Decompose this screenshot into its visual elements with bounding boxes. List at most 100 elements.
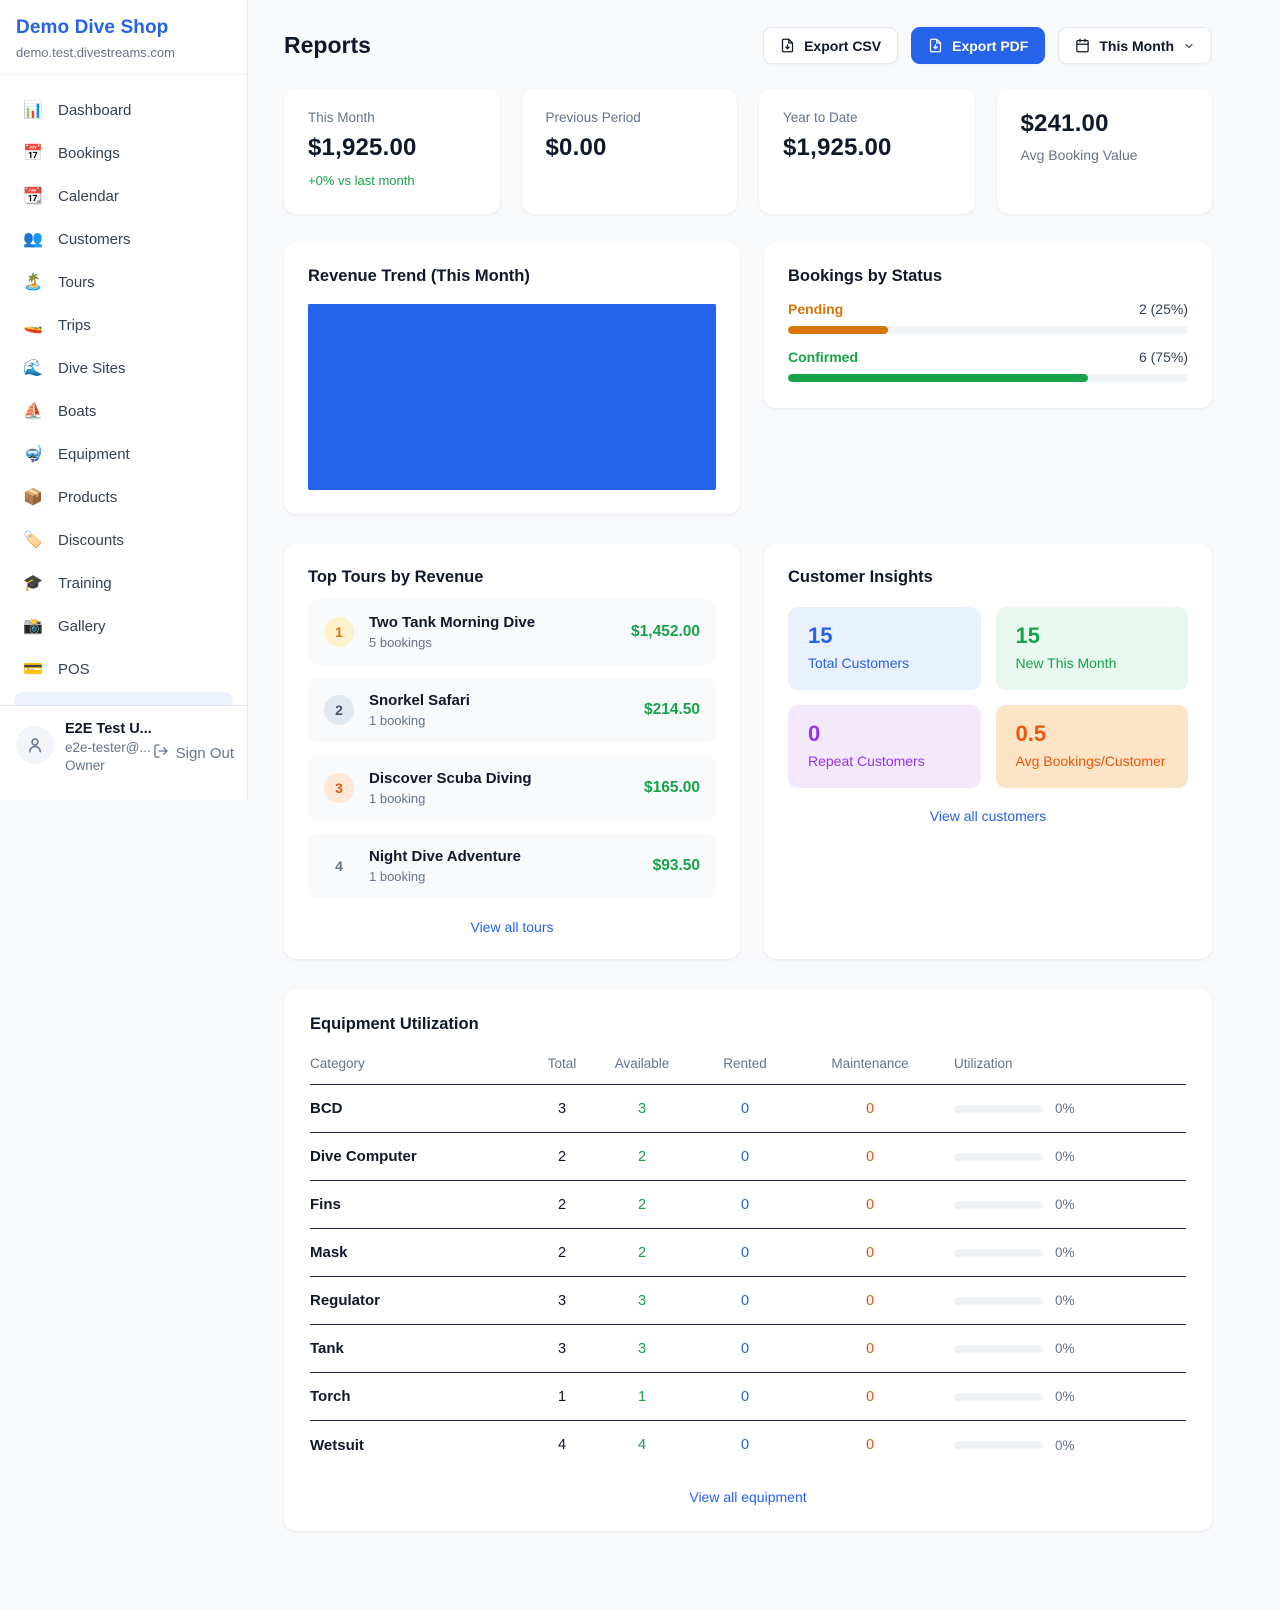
- sidebar-active-item-partial[interactable]: [14, 692, 233, 705]
- main-content: Reports Export CSV Export PDF This Month: [248, 0, 1280, 1571]
- equipment-category: Wetsuit: [310, 1436, 364, 1454]
- user-name: E2E Test U...: [65, 721, 152, 737]
- equipment-rented: 0: [740, 1292, 750, 1309]
- user-avatar-icon: [16, 726, 54, 764]
- insight-value: 15: [808, 623, 833, 648]
- tour-info: Snorkel Safari 1 booking: [369, 692, 629, 728]
- equipment-total: 3: [557, 1340, 567, 1357]
- export-pdf-button[interactable]: Export PDF: [911, 27, 1046, 64]
- insight-tile: 15 New This Month: [995, 607, 1188, 690]
- stat-card-previous-period: Previous Period $0.00: [521, 89, 737, 214]
- tour-name: Night Dive Adventure: [369, 848, 521, 865]
- table-row: Mask 2 2 0 0 0%: [310, 1229, 1186, 1277]
- table-row: Torch 1 1 0 0 0%: [310, 1373, 1186, 1421]
- sidebar-user-section: E2E Test U... e2e-tester@... Owner Sign …: [0, 705, 247, 800]
- nav-item-label: Boats: [58, 403, 97, 420]
- stat-value: $0.00: [545, 134, 607, 161]
- equipment-rented: 0: [740, 1244, 750, 1261]
- revenue-trend-card: Revenue Trend (This Month): [284, 243, 740, 514]
- view-all-customers-link[interactable]: View all customers: [788, 808, 1188, 824]
- sidebar-nav-item[interactable]: 💳 POS: [10, 648, 237, 691]
- tour-name: Snorkel Safari: [369, 692, 470, 709]
- rank-badge: 2: [324, 695, 354, 725]
- export-csv-label: Export CSV: [804, 37, 882, 54]
- sidebar-nav-item[interactable]: 🏝️ Tours: [10, 261, 237, 304]
- equipment-utilization-cell: 0%: [940, 1101, 1186, 1116]
- equipment-available: 2: [637, 1196, 647, 1213]
- equipment-maintenance: 0: [865, 1244, 875, 1261]
- sidebar-nav: 📊 Dashboard 📅 Bookings 📆 Calendar: [0, 75, 247, 705]
- sign-out-button[interactable]: Sign Out: [153, 743, 234, 763]
- equipment-available: 3: [637, 1100, 647, 1117]
- sidebar-nav-item[interactable]: 🎓 Training: [10, 562, 237, 605]
- file-download-icon: [928, 38, 943, 53]
- sidebar-nav-item[interactable]: 📅 Bookings: [10, 132, 237, 175]
- nav-item-icon: 📆: [23, 187, 43, 205]
- insight-label: Repeat Customers: [808, 753, 925, 769]
- status-count: 2 (25%): [1138, 301, 1188, 317]
- equipment-rented: 0: [740, 1388, 750, 1405]
- equipment-category: Torch: [310, 1388, 351, 1405]
- sidebar-nav-item[interactable]: 📆 Calendar: [10, 175, 237, 218]
- tour-info: Night Dive Adventure 1 booking: [369, 848, 638, 884]
- table-row: Regulator 3 3 0 0 0%: [310, 1277, 1186, 1325]
- equipment-total: 4: [557, 1437, 567, 1453]
- tour-revenue: $214.50: [643, 701, 700, 718]
- sidebar-nav-item[interactable]: 🤿 Equipment: [10, 433, 237, 476]
- sidebar-nav-item[interactable]: 🌊 Dive Sites: [10, 347, 237, 390]
- top-tours-card: Top Tours by Revenue 1 Two Tank Morning …: [284, 544, 740, 959]
- sidebar-nav-item[interactable]: 🏷️ Discounts: [10, 519, 237, 562]
- sidebar-nav-item[interactable]: 📊 Dashboard: [10, 89, 237, 132]
- insight-label: Total Customers: [808, 655, 910, 671]
- insight-value: 0.5: [1015, 721, 1047, 746]
- equipment-total: 2: [557, 1244, 567, 1261]
- status-bar-track: [788, 326, 1188, 334]
- equipment-rented: 0: [740, 1437, 750, 1453]
- export-csv-button[interactable]: Export CSV: [763, 27, 899, 64]
- stat-card-avg-booking-value: $241.00 Avg Booking Value: [996, 89, 1212, 214]
- period-dropdown[interactable]: This Month: [1058, 27, 1212, 64]
- nav-item-icon: 🏷️: [23, 531, 43, 549]
- insight-label: New This Month: [1015, 655, 1117, 671]
- view-all-equipment-link[interactable]: View all equipment: [310, 1489, 1186, 1505]
- column-header: Utilization: [954, 1056, 1013, 1071]
- utilization-percent: 0%: [1055, 1293, 1075, 1308]
- utilization-percent: 0%: [1055, 1341, 1075, 1356]
- stat-cards: This Month $1,925.00 +0% vs last month P…: [284, 89, 1212, 214]
- sidebar-nav-item[interactable]: 📸 Gallery: [10, 605, 237, 648]
- calendar-icon: [1075, 38, 1090, 53]
- equipment-utilization-card: Equipment Utilization Category Total Ava…: [284, 989, 1212, 1531]
- insight-tile: 0.5 Avg Bookings/Customer: [995, 705, 1188, 788]
- tour-name: Two Tank Morning Dive: [369, 614, 536, 631]
- status-bar-fill: [788, 374, 1088, 382]
- tour-bookings: 1 booking: [369, 791, 426, 806]
- rank-badge: 1: [324, 617, 354, 647]
- rank-badge: 4: [335, 858, 343, 874]
- utilization-bar-track: [954, 1104, 1042, 1113]
- column-header: Maintenance: [831, 1056, 909, 1071]
- sidebar-nav-item[interactable]: 👥 Customers: [10, 218, 237, 261]
- top-tours-title: Top Tours by Revenue: [308, 568, 484, 586]
- revenue-trend-title: Revenue Trend (This Month): [308, 267, 530, 285]
- equipment-available: 1: [637, 1388, 647, 1405]
- utilization-bar-track: [954, 1152, 1042, 1161]
- view-all-tours-link[interactable]: View all tours: [308, 919, 716, 935]
- sidebar-nav-item[interactable]: 📦 Products: [10, 476, 237, 519]
- tour-row: 2 Snorkel Safari 1 booking $214.50: [308, 677, 716, 743]
- equipment-category: Fins: [310, 1196, 341, 1213]
- status-label: Pending: [788, 301, 844, 317]
- insights-row: Top Tours by Revenue 1 Two Tank Morning …: [284, 544, 1212, 959]
- equipment-available: 2: [637, 1244, 647, 1261]
- nav-item-icon: 💳: [23, 660, 43, 678]
- tour-name: Discover Scuba Diving: [369, 770, 532, 787]
- shop-domain: demo.test.divestreams.com: [16, 45, 175, 60]
- insight-value: 15: [1015, 623, 1040, 648]
- shop-name[interactable]: Demo Dive Shop: [16, 17, 169, 38]
- equipment-utilization-cell: 0%: [940, 1438, 1186, 1453]
- sidebar-nav-item[interactable]: ⛵ Boats: [10, 390, 237, 433]
- nav-item-label: Products: [58, 489, 118, 506]
- sidebar-nav-item[interactable]: 🚤 Trips: [10, 304, 237, 347]
- rank-badge: 3: [324, 773, 354, 803]
- customer-insights-title: Customer Insights: [788, 568, 933, 586]
